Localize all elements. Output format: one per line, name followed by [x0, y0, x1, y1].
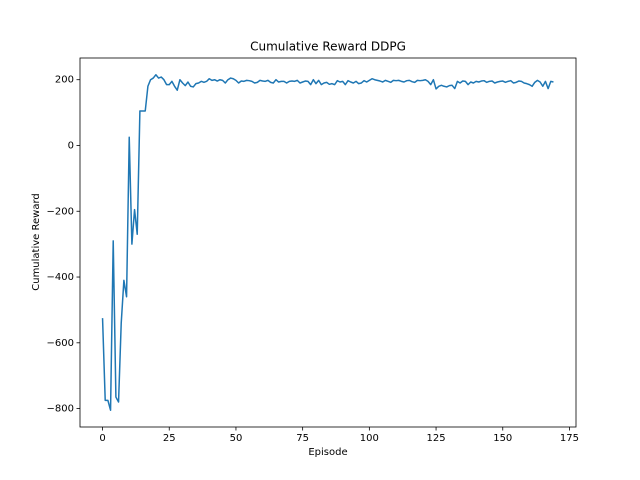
plot-frame: [79, 57, 577, 428]
y-tick-label: −600: [47, 338, 74, 349]
x-tick-label: 175: [560, 433, 579, 444]
data-line: [101, 74, 554, 411]
y-tick-label: 0: [68, 140, 74, 151]
y-tick-label: −400: [47, 272, 74, 283]
x-tick-label: 50: [230, 433, 243, 444]
x-tick-label: 0: [99, 433, 105, 444]
x-tick-label: 75: [296, 433, 309, 444]
chart-title: Cumulative Reward DDPG: [250, 40, 406, 54]
y-tick-label: −800: [47, 404, 74, 415]
x-axis-label: Episode: [308, 447, 347, 458]
x-tick-label: 100: [360, 433, 379, 444]
y-tick-label: −200: [47, 206, 74, 217]
x-tick-label: 25: [163, 433, 176, 444]
y-axis-label: Cumulative Reward: [31, 193, 42, 291]
x-tick-label: 125: [427, 433, 446, 444]
x-tick-label: 150: [493, 433, 512, 444]
y-tick-label: 200: [55, 75, 74, 86]
